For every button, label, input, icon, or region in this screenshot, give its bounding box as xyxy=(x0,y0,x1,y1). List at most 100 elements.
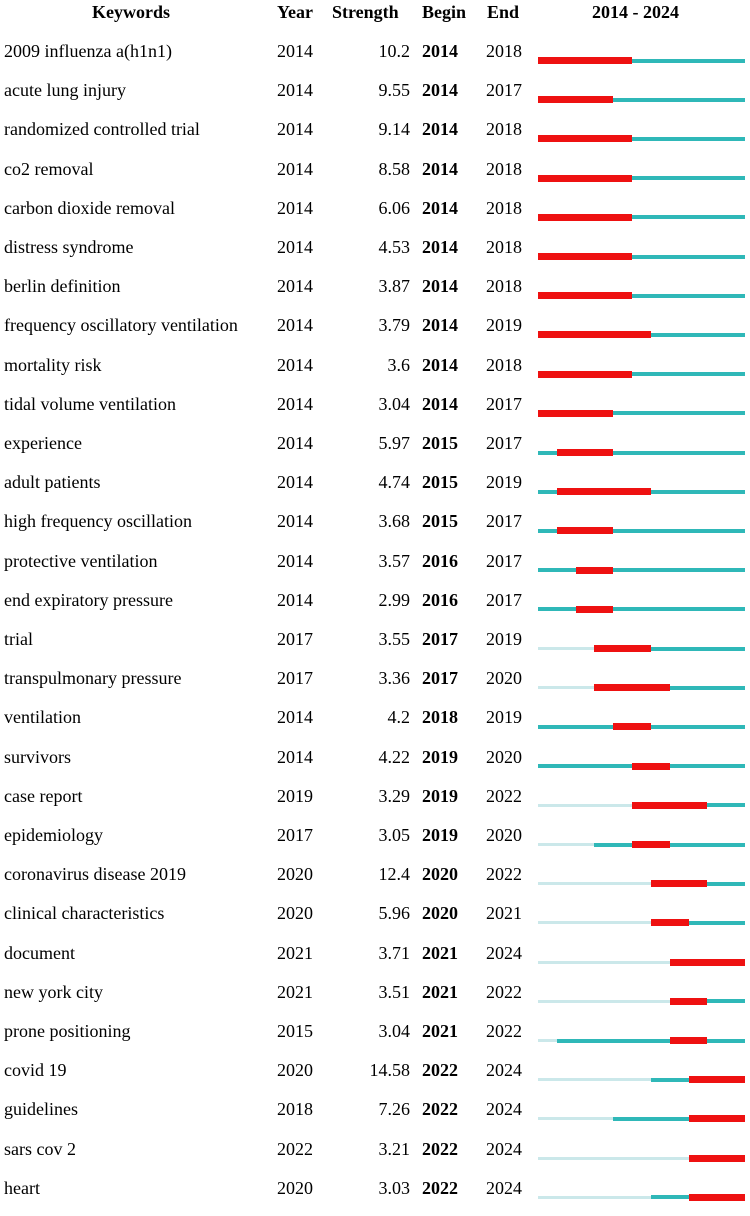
active-segment xyxy=(538,58,745,63)
active-segment xyxy=(613,1116,745,1121)
end-cell: 2017 xyxy=(486,433,522,453)
table-row: frequency oscillatory ventilation 2014 3.7… xyxy=(0,314,750,353)
table-row: mortality risk 2014 3.6 2014 2018 xyxy=(0,354,750,393)
keyword-cell: distress syndrome xyxy=(4,237,134,257)
table-row: prone positioning 2015 3.04 2021 2022 xyxy=(0,1020,750,1059)
burst-bar xyxy=(650,919,689,927)
keyword-cell: transpulmonary pressure xyxy=(4,668,182,689)
timeline-track xyxy=(538,1154,745,1162)
table-row: epidemiology 2017 3.05 2019 2020 xyxy=(0,824,750,863)
active-segment xyxy=(538,293,745,298)
keyword-cell: prone positioning xyxy=(4,1021,131,1041)
end-cell: 2022 xyxy=(486,864,522,885)
strength-cell: 3.21 xyxy=(378,1138,411,1159)
burst-bar xyxy=(669,997,708,1005)
keyword-cell: document xyxy=(4,942,75,963)
year-cell: 2015 xyxy=(277,1021,313,1041)
pre-publication-segment xyxy=(538,843,595,846)
year-cell: 2014 xyxy=(277,589,313,610)
end-cell: 2017 xyxy=(486,511,522,532)
pre-publication-segment xyxy=(538,1039,557,1042)
keyword-cell: end expiratory pressure xyxy=(4,589,173,610)
timeline-track xyxy=(538,174,745,182)
begin-cell: 2014 xyxy=(422,393,458,414)
keyword-cell: sars cov 2 xyxy=(4,1138,76,1159)
burst-bar xyxy=(688,1115,745,1123)
pre-publication-segment xyxy=(538,1156,689,1160)
table-row: high frequency oscillation 2014 3.68 2015 20… xyxy=(0,510,750,549)
timeline-track xyxy=(538,645,745,652)
year-cell: 2014 xyxy=(277,393,313,414)
begin-cell: 2014 xyxy=(422,158,458,179)
year-cell: 2017 xyxy=(277,629,313,649)
keyword-cell: survivors xyxy=(4,746,71,767)
keyword-cell: heart xyxy=(4,1177,40,1198)
end-cell: 2018 xyxy=(486,41,522,61)
year-cell: 2014 xyxy=(277,41,313,61)
keyword-cell: frequency oscillatory ventilation xyxy=(4,315,238,336)
strength-cell: 3.03 xyxy=(378,1177,411,1198)
strength-cell: 2.99 xyxy=(378,589,411,610)
strength-cell: 5.97 xyxy=(378,433,411,453)
keyword-cell: new york city xyxy=(4,981,103,1002)
active-segment xyxy=(538,568,745,573)
end-cell: 2020 xyxy=(486,746,522,767)
table-row: new york city 2021 3.51 2021 2022 xyxy=(0,981,750,1020)
end-cell: 2018 xyxy=(486,119,522,140)
timeline-track xyxy=(538,527,745,535)
timeline-track xyxy=(538,1115,745,1123)
strength-cell: 8.58 xyxy=(378,158,411,179)
strength-cell: 3.79 xyxy=(378,315,411,336)
active-segment xyxy=(538,97,745,102)
end-cell: 2017 xyxy=(486,589,522,610)
burst-bar xyxy=(688,1154,745,1162)
timeline-track xyxy=(538,841,745,848)
active-segment xyxy=(538,372,745,377)
timeline-track xyxy=(538,762,745,770)
table-row: document 2021 3.71 2021 2024 xyxy=(0,942,750,981)
table-row: trial 2017 3.55 2017 2019 xyxy=(0,628,750,667)
timeline-track xyxy=(538,723,745,731)
end-cell: 2024 xyxy=(486,1177,522,1198)
timeline-track xyxy=(538,331,745,339)
pre-publication-segment xyxy=(538,960,670,964)
header-keywords: Keywords xyxy=(92,2,170,22)
strength-cell: 3.36 xyxy=(378,668,411,689)
burst-bar xyxy=(669,958,745,966)
keyword-cell: clinical characteristics xyxy=(4,903,165,924)
pre-publication-segment xyxy=(538,999,670,1003)
begin-cell: 2014 xyxy=(422,315,458,336)
active-segment xyxy=(538,607,745,612)
timeline-track xyxy=(538,135,745,143)
begin-cell: 2014 xyxy=(422,80,458,101)
table-row: adult patients 2014 4.74 2015 2019 xyxy=(0,471,750,510)
burst-bar xyxy=(556,527,614,535)
year-cell: 2014 xyxy=(277,80,313,101)
burst-bar xyxy=(613,723,651,731)
end-cell: 2018 xyxy=(486,158,522,179)
year-cell: 2014 xyxy=(277,707,313,728)
active-segment xyxy=(594,685,745,690)
strength-cell: 6.06 xyxy=(378,197,411,218)
table-row: berlin definition 2014 3.87 2014 2018 xyxy=(0,275,750,314)
year-cell: 2014 xyxy=(277,550,313,571)
strength-cell: 4.22 xyxy=(378,746,411,767)
pre-publication-segment xyxy=(538,921,651,925)
begin-cell: 2020 xyxy=(422,864,458,885)
year-cell: 2014 xyxy=(277,315,313,336)
active-segment xyxy=(538,136,745,141)
table-row: end expiratory pressure 2014 2.99 2016 2017 xyxy=(0,589,750,628)
timeline-track xyxy=(538,997,745,1005)
timeline-track xyxy=(538,1037,745,1044)
pre-publication-segment xyxy=(538,1195,651,1199)
table-row: acute lung injury 2014 9.55 2014 2017 xyxy=(0,79,750,118)
timeline-track xyxy=(538,96,745,104)
end-cell: 2018 xyxy=(486,197,522,218)
timeline-track xyxy=(538,213,745,221)
table-row: co2 removal 2014 8.58 2014 2018 xyxy=(0,158,750,197)
begin-cell: 2021 xyxy=(422,1021,458,1041)
burst-bar xyxy=(538,96,614,104)
timeline-track xyxy=(538,57,745,64)
begin-cell: 2015 xyxy=(422,472,458,493)
table-row: tidal volume ventilation 2014 3.04 2014 2017 xyxy=(0,393,750,432)
